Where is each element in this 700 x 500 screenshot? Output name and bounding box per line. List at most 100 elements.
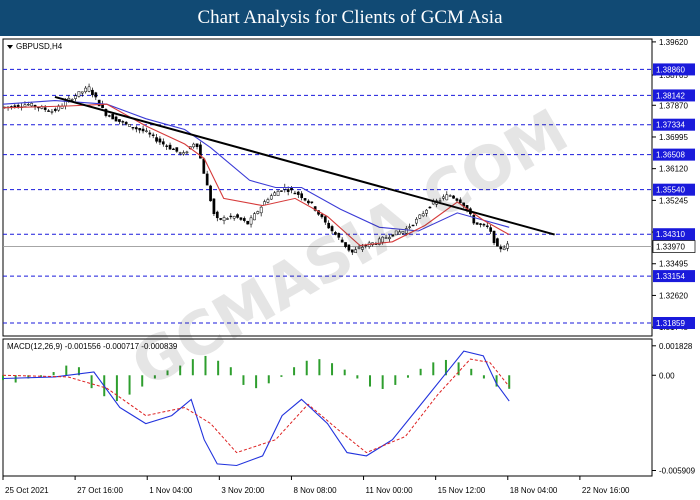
candle-body: [310, 201, 314, 204]
time-axis-label: 27 Oct 16:00: [77, 486, 123, 495]
candle-body: [91, 89, 94, 96]
time-axis-label: 8 Nov 08:00: [293, 486, 337, 495]
candle-body: [151, 134, 155, 136]
candle-body: [273, 192, 277, 196]
price-panel-frame: [2, 38, 653, 337]
candle-body: [118, 119, 121, 122]
candle-body: [344, 242, 347, 247]
candle-body: [506, 243, 509, 249]
macd-histogram-bar: [293, 367, 296, 376]
candle-body: [388, 237, 391, 240]
candle-body: [232, 215, 236, 219]
macd-histogram-bar: [229, 367, 232, 376]
time-axis-label: 3 Nov 20:00: [221, 486, 265, 495]
candle-body: [415, 218, 418, 224]
level-label-box: [653, 148, 695, 161]
level-label: 1.36508: [656, 151, 685, 160]
macd-axis-label: 0.001828: [659, 342, 693, 351]
candle-body: [215, 211, 219, 219]
candle-body: [303, 198, 307, 201]
macd-histogram-bar: [141, 375, 144, 387]
macd-histogram-bar: [444, 359, 447, 376]
candle-body: [226, 218, 229, 220]
candle-body: [131, 127, 135, 129]
macd-signal-line: [2, 358, 510, 454]
candle-body: [482, 224, 486, 226]
moving-average-blue: [2, 100, 510, 232]
candle-body: [256, 211, 260, 214]
candle-body: [408, 226, 412, 228]
macd-axis-label: -0.005909: [659, 467, 696, 476]
level-label: 1.33154: [656, 272, 685, 281]
macd-indicator-label: MACD(12,26,9) -0.001556 -0.000717 -0.000…: [7, 342, 178, 351]
level-label-box: [653, 118, 695, 131]
candle-body: [327, 222, 331, 229]
candle-body: [438, 200, 442, 202]
macd-histogram-bar: [305, 360, 308, 376]
candle-body: [377, 238, 381, 245]
candle-body: [269, 195, 273, 200]
macd-histogram-bar: [153, 375, 156, 379]
time-axis-label: 18 Nov 04:00: [510, 486, 558, 495]
candle-body: [236, 214, 239, 218]
candle-body: [455, 198, 459, 201]
candle-body: [175, 147, 179, 152]
candle-body: [16, 104, 20, 108]
macd-histogram-bar: [470, 368, 473, 376]
candle-body: [107, 115, 111, 117]
candle-body: [23, 104, 27, 107]
candle-body: [350, 249, 354, 253]
macd-histogram-bar: [242, 375, 245, 385]
candle-body: [205, 173, 209, 186]
candle-body: [391, 234, 395, 237]
macd-histogram-bar: [482, 375, 485, 379]
candle-body: [337, 232, 341, 238]
candle-body: [134, 127, 138, 130]
candle-body: [330, 226, 334, 232]
level-label: 1.37334: [656, 121, 685, 130]
candle-body: [280, 190, 283, 192]
candle-body: [411, 224, 415, 227]
candle-body: [158, 138, 162, 143]
candle-body: [148, 132, 152, 135]
candle-body: [74, 95, 77, 99]
candle-body: [479, 223, 482, 225]
candle-body: [296, 191, 300, 195]
candle-body: [87, 86, 91, 92]
candle-body: [334, 232, 337, 235]
price-axis-label: 1.36120: [659, 165, 688, 174]
macd-histogram-bar: [27, 375, 30, 379]
candle-body: [320, 214, 324, 218]
candle-body: [30, 103, 34, 107]
candle-body: [242, 218, 246, 221]
price-axis-label: 1.33495: [659, 260, 688, 269]
candle-body: [502, 247, 506, 250]
level-label: 1.38860: [656, 65, 685, 74]
candle-body: [229, 215, 233, 218]
chart-canvas: 1.39620 1.38705 1.37870 1.36995 1.36120 1.352…: [0, 36, 700, 500]
current-price-label: 1.33970: [656, 243, 685, 252]
level-label: 1.35540: [656, 186, 685, 195]
macd-histogram-bar: [457, 362, 460, 376]
candle-body: [323, 216, 327, 223]
macd-histogram-bar: [115, 375, 118, 402]
candle-body: [384, 237, 388, 239]
level-label-box: [653, 316, 695, 329]
candle-body: [121, 121, 125, 123]
candle-body: [219, 218, 223, 220]
candle-body: [185, 151, 189, 154]
candle-body: [43, 107, 47, 110]
candle-body: [428, 206, 432, 209]
candle-body: [97, 99, 101, 107]
candle-body: [195, 143, 199, 147]
candle-body: [145, 130, 148, 132]
macd-histogram-bar: [280, 375, 283, 377]
candle-body: [307, 200, 310, 204]
macd-histogram-bar: [356, 375, 359, 379]
macd-histogram-bar: [318, 359, 321, 376]
macd-histogram-bar: [14, 375, 17, 383]
candle-body: [94, 92, 98, 98]
macd-histogram-bar: [369, 375, 372, 387]
candle-body: [347, 244, 351, 251]
macd-histogram-bar: [65, 365, 68, 376]
